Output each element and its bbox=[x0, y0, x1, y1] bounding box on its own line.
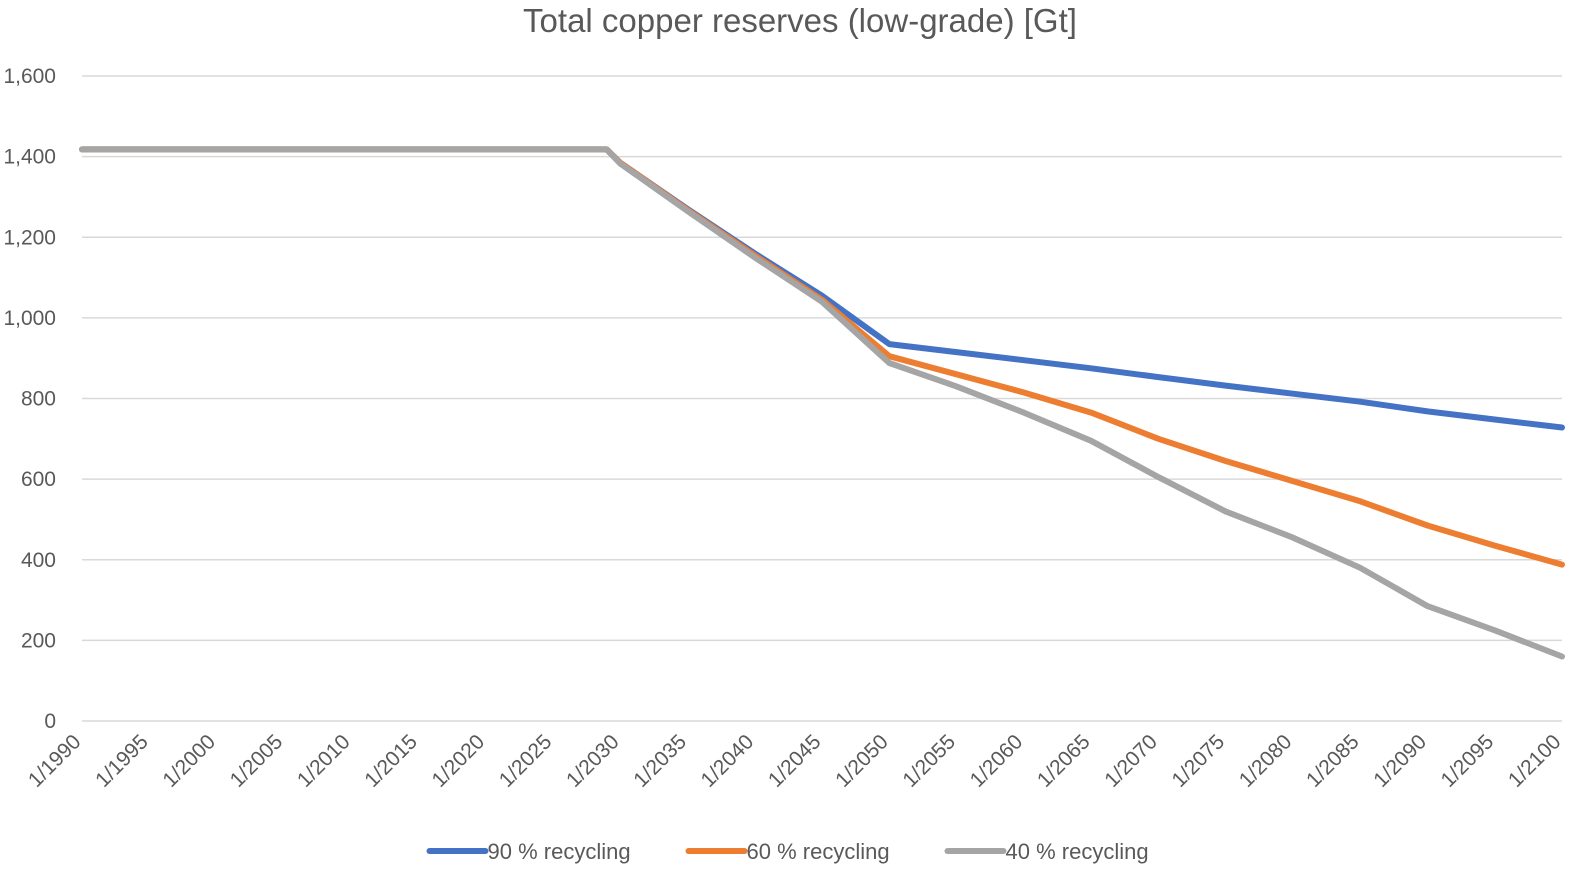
x-tick-label: 1/2080 bbox=[1235, 730, 1297, 792]
chart-title: Total copper reserves (low-grade) [Gt] bbox=[523, 2, 1077, 39]
legend-label: 90 % recycling bbox=[488, 839, 631, 864]
legend: 90 % recycling 60 % recycling 40 % recycli… bbox=[426, 839, 1149, 864]
x-tick-label: 1/2020 bbox=[427, 730, 489, 792]
x-tick-label: 1/2085 bbox=[1302, 730, 1364, 792]
series-line bbox=[79, 146, 1565, 660]
y-tick-label: 800 bbox=[21, 388, 56, 411]
y-tick-label: 600 bbox=[21, 468, 56, 491]
y-tick-label: 1,000 bbox=[3, 307, 56, 330]
x-axis-ticks: 1/1990 1/1995 1/2000 1/2005 1/2010 1/2015 1/20… bbox=[24, 730, 1566, 792]
x-tick-label: 1/2030 bbox=[562, 730, 624, 792]
y-tick-label: 0 bbox=[44, 710, 56, 733]
x-tick-label: 1/2010 bbox=[293, 730, 355, 792]
y-tick-label: 1,400 bbox=[3, 146, 56, 169]
x-tick-label: 1/2095 bbox=[1437, 730, 1499, 792]
legend-label: 40 % recycling bbox=[1006, 839, 1149, 864]
x-tick-label: 1/2035 bbox=[629, 730, 691, 792]
y-axis-ticks: 0 200 400 600 800 1,000 1,200 1,400 1,600 bbox=[3, 65, 56, 733]
x-tick-label: 1/2015 bbox=[360, 730, 422, 792]
x-tick-label: 1/2065 bbox=[1033, 730, 1095, 792]
y-tick-label: 1,600 bbox=[3, 65, 56, 88]
y-tick-label: 400 bbox=[21, 549, 56, 572]
x-tick-label: 1/2050 bbox=[831, 730, 893, 792]
series-lines bbox=[79, 146, 1565, 660]
series-line bbox=[79, 146, 1565, 431]
x-tick-label: 1/2060 bbox=[966, 730, 1028, 792]
legend-label: 60 % recycling bbox=[747, 839, 890, 864]
x-tick-label: 1/2055 bbox=[898, 730, 960, 792]
x-tick-label: 1/2005 bbox=[226, 730, 288, 792]
x-tick-label: 1/2045 bbox=[764, 730, 826, 792]
x-tick-label: 1/1995 bbox=[91, 730, 153, 792]
x-tick-label: 1/2090 bbox=[1369, 730, 1431, 792]
y-tick-label: 200 bbox=[21, 629, 56, 652]
grid-lines bbox=[82, 75, 1562, 722]
y-tick-label: 1,200 bbox=[3, 226, 56, 249]
x-tick-label: 1/2040 bbox=[697, 730, 759, 792]
x-tick-label: 1/2000 bbox=[158, 730, 220, 792]
series-line bbox=[79, 146, 1565, 568]
x-tick-label: 1/2025 bbox=[495, 730, 557, 792]
x-tick-label: 1/2100 bbox=[1504, 730, 1566, 792]
x-tick-label: 1/1990 bbox=[24, 730, 86, 792]
x-tick-label: 1/2070 bbox=[1100, 730, 1162, 792]
x-tick-label: 1/2075 bbox=[1167, 730, 1229, 792]
